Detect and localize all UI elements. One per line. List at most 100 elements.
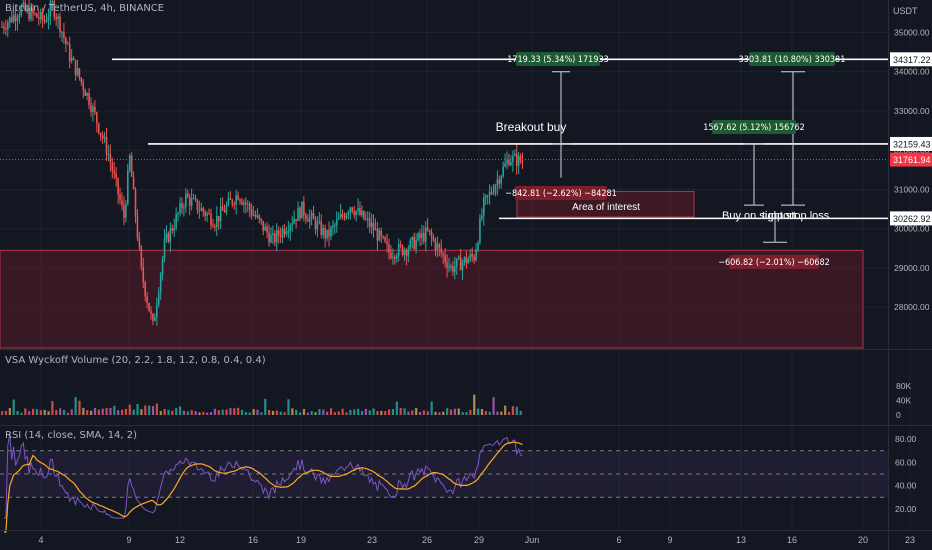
candle-body xyxy=(415,240,417,250)
candle-body xyxy=(341,213,344,217)
candle-body xyxy=(399,244,402,246)
volume-bar xyxy=(8,407,11,415)
volume-tick: 0 xyxy=(896,410,901,420)
candle-body xyxy=(167,233,170,243)
volume-bar xyxy=(74,397,77,415)
candle-body xyxy=(517,155,520,166)
candle-body xyxy=(285,231,288,235)
candle-body xyxy=(90,105,92,113)
candle-body xyxy=(1,26,3,28)
candle-body xyxy=(378,230,381,241)
candle-body xyxy=(241,201,243,205)
candle-body xyxy=(34,13,36,15)
volume-bar xyxy=(473,394,476,415)
volume-bar xyxy=(457,408,460,415)
date-tick: 16 xyxy=(787,535,797,545)
volume-bar xyxy=(341,408,344,415)
candle-body xyxy=(59,16,61,33)
volume-bar xyxy=(504,405,507,415)
volume-bar xyxy=(434,411,437,415)
candle-body xyxy=(214,226,216,228)
candle-body xyxy=(86,93,88,96)
volume-bar xyxy=(16,410,19,415)
candle-body xyxy=(382,236,384,238)
price-tag-breakout: 32159.43 xyxy=(893,139,931,149)
candle-body xyxy=(18,15,21,19)
candle-body xyxy=(190,198,193,206)
volume-bar xyxy=(403,408,406,415)
candle-body xyxy=(92,106,94,113)
candle-body xyxy=(123,205,125,218)
volume-bar xyxy=(47,411,50,415)
candle-body xyxy=(287,231,290,233)
risk-label-2-bg xyxy=(729,255,819,269)
rsi-tick: 60.00 xyxy=(895,457,917,467)
volume-tick: 40K xyxy=(896,395,911,405)
volume-bar xyxy=(109,407,112,415)
price-zones xyxy=(0,190,864,349)
volume-bar xyxy=(31,408,35,415)
candle-body xyxy=(229,198,232,200)
volume-bar xyxy=(86,410,89,415)
target-label-3-bg xyxy=(712,120,796,134)
volume-bar xyxy=(295,409,298,415)
candle-body xyxy=(380,230,383,237)
volume-bar xyxy=(213,408,217,415)
candlestick-series[interactable] xyxy=(1,0,524,326)
candle-body xyxy=(223,210,226,213)
candle-body xyxy=(374,228,377,231)
candle-body xyxy=(252,214,255,216)
risk-label-1-bg xyxy=(515,186,607,200)
candle-body xyxy=(258,215,261,219)
volume-bar xyxy=(206,412,209,415)
candle-body xyxy=(16,18,19,21)
volume-bar xyxy=(97,409,100,415)
rsi-tick: 80.00 xyxy=(895,434,917,444)
candle-body xyxy=(310,212,313,217)
symbol-title[interactable]: Bitcoin / TetherUS, 4h, BINANCE xyxy=(5,3,165,14)
volume-bar xyxy=(271,410,275,415)
volume-bar xyxy=(55,409,58,415)
candle-body xyxy=(8,17,11,23)
volume-bar xyxy=(469,410,472,415)
candle-body xyxy=(148,303,150,312)
candle-body xyxy=(233,204,235,206)
candle-body xyxy=(308,216,311,222)
volume-indicator-title[interactable]: VSA Wyckoff Volume (20, 2.2, 1.8, 1.2, 0… xyxy=(5,355,266,366)
price-tag-current: 31761.94 xyxy=(893,155,931,165)
volume-bar xyxy=(186,411,189,415)
candle-body xyxy=(351,207,354,212)
volume-bar xyxy=(298,412,302,415)
candle-body xyxy=(301,201,303,219)
candle-body xyxy=(486,195,489,197)
volume-bar xyxy=(155,403,158,415)
volume-bar xyxy=(198,412,201,415)
measure-tools[interactable]: 1719.33 (5.34%) 171933 3303.81 (10.80%) 3… xyxy=(496,52,846,269)
candle-body xyxy=(177,213,179,215)
candle-body xyxy=(471,254,474,257)
candle-body xyxy=(508,159,510,166)
volume-bar xyxy=(368,410,371,415)
candle-body xyxy=(208,213,210,215)
date-tick: 20 xyxy=(858,535,868,545)
volume-bar xyxy=(279,411,282,415)
candle-body xyxy=(125,203,127,218)
candle-body xyxy=(43,19,46,22)
volume-bar xyxy=(488,411,491,415)
demand-zone xyxy=(0,249,864,349)
candle-body xyxy=(198,210,201,212)
candle-body xyxy=(353,211,355,216)
volume-bar xyxy=(51,401,54,415)
candle-body xyxy=(3,26,5,29)
candle-body xyxy=(245,202,247,205)
rsi-indicator-title[interactable]: RSI (14, close, SMA, 14, 2) xyxy=(5,430,138,441)
candle-body xyxy=(438,244,441,248)
candle-body xyxy=(299,207,301,219)
candle-body xyxy=(450,266,452,268)
candle-body xyxy=(266,226,268,233)
volume-bar xyxy=(209,412,213,415)
rsi-sma-line xyxy=(3,441,523,533)
candle-body xyxy=(295,218,297,221)
